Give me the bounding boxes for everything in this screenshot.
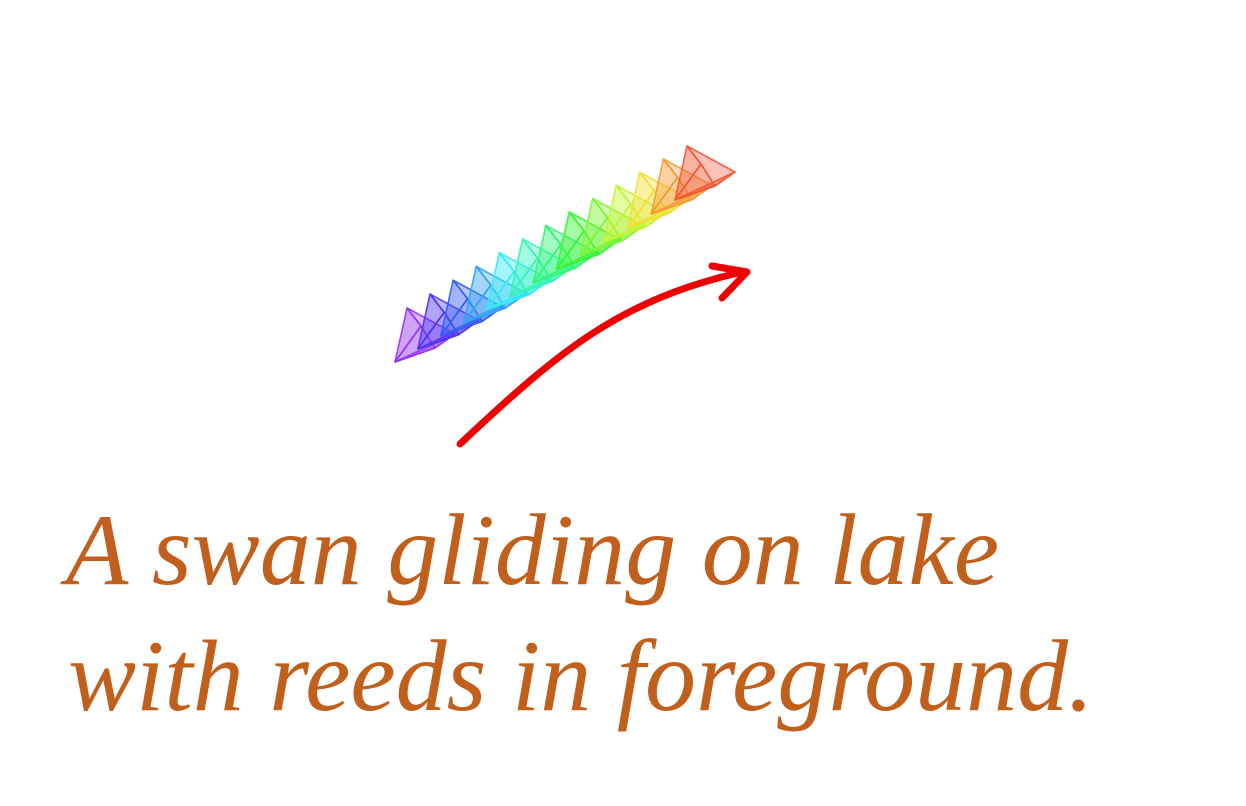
motion-arrow-shaft (456, 268, 746, 448)
camera-frustum-13 (674, 145, 736, 201)
frustum-face (638, 171, 691, 215)
frustum-face (686, 145, 736, 187)
motion-arrow (456, 262, 751, 448)
frustum-face (568, 211, 621, 256)
camera-frustum-4 (462, 265, 528, 324)
caption: A swan gliding on lake with reeds in for… (0, 488, 1246, 740)
frustum-face (545, 224, 598, 269)
caption-line-1: A swan gliding on lake (66, 494, 1000, 607)
frustum-face (591, 197, 645, 242)
frustum-face (662, 158, 713, 201)
camera-trajectory-trail (394, 145, 736, 363)
caption-line-2: with reeds in foreground. (68, 620, 1094, 733)
camera-frustum-11 (626, 171, 691, 229)
frustum-face (615, 184, 668, 228)
camera-frustum-12 (650, 158, 713, 215)
motion-arrow-head (708, 262, 751, 302)
